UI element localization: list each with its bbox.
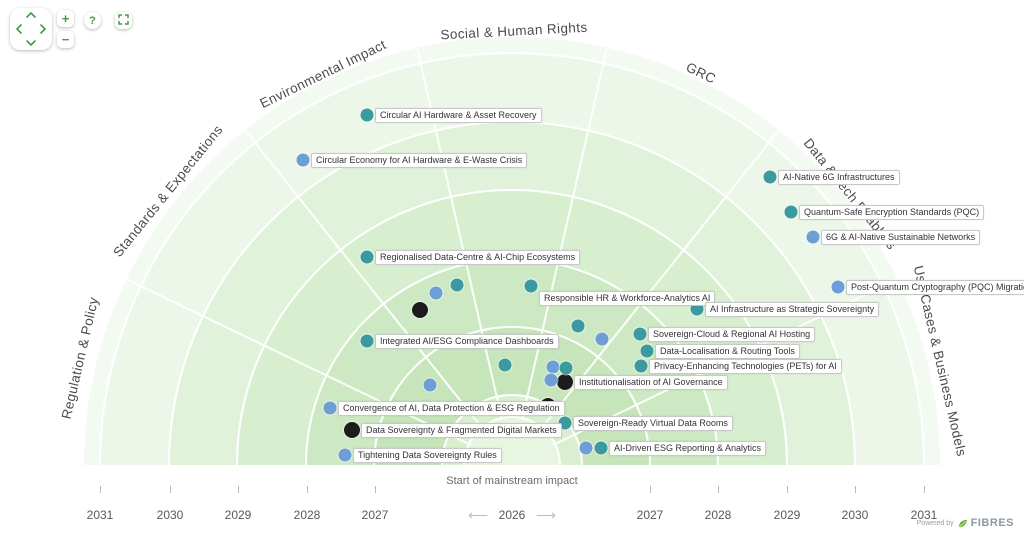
trend-dot[interactable] xyxy=(344,422,360,438)
axis-year: 2030 xyxy=(841,508,869,522)
fibres-leaf-icon xyxy=(957,518,968,529)
pan-left-icon[interactable] xyxy=(15,23,23,35)
trend-dot[interactable] xyxy=(338,448,352,462)
trend-dot[interactable] xyxy=(594,441,608,455)
axis-tick xyxy=(650,486,651,493)
axis-year: 2030 xyxy=(156,508,184,522)
trend-dot[interactable] xyxy=(360,108,374,122)
trend-dot[interactable] xyxy=(595,332,609,346)
trend-label[interactable]: Circular Economy for AI Hardware & E-Was… xyxy=(311,153,528,168)
trend-label[interactable]: Sovereign-Ready Virtual Data Rooms xyxy=(573,416,733,431)
axis-year: 2028 xyxy=(293,508,321,522)
trend-dot[interactable] xyxy=(633,327,647,341)
trend-label[interactable]: Tightening Data Sovereignty Rules xyxy=(353,448,502,463)
pan-control[interactable] xyxy=(10,8,52,50)
trend-label[interactable]: Data-Localisation & Routing Tools xyxy=(655,344,800,359)
trend-dot[interactable] xyxy=(423,378,437,392)
trend-label[interactable]: Integrated AI/ESG Compliance Dashboards xyxy=(375,334,559,349)
trend-dot[interactable] xyxy=(784,205,798,219)
trend-dot[interactable] xyxy=(571,319,585,333)
axis-tick xyxy=(924,486,925,493)
axis-tick xyxy=(238,486,239,493)
axis-title: Start of mainstream impact xyxy=(446,475,578,487)
trend-label[interactable]: Institutionalisation of AI Governance xyxy=(574,375,728,390)
axis-year: 2031 xyxy=(910,508,938,522)
axis-tick xyxy=(718,486,719,493)
trend-dot[interactable] xyxy=(544,373,558,387)
fibres-brand-label: FIBRES xyxy=(970,517,1014,529)
trend-dot[interactable] xyxy=(450,278,464,292)
trend-dot[interactable] xyxy=(360,250,374,264)
trend-dot[interactable] xyxy=(360,334,374,348)
trend-label[interactable]: Data Sovereignty & Fragmented Digital Ma… xyxy=(361,423,562,438)
trend-label[interactable]: Circular AI Hardware & Asset Recovery xyxy=(375,108,542,123)
trend-dot[interactable] xyxy=(763,170,777,184)
trend-label[interactable]: 6G & AI-Native Sustainable Networks xyxy=(821,230,981,245)
trend-dot[interactable] xyxy=(429,286,443,300)
trend-dot[interactable] xyxy=(640,344,654,358)
trend-label[interactable]: AI-Driven ESG Reporting & Analytics xyxy=(609,441,767,456)
axis-year: 2028 xyxy=(704,508,732,522)
axis-year: 2027 xyxy=(361,508,389,522)
powered-by-footer: Powered by FIBRES xyxy=(917,517,1014,529)
trend-dot[interactable] xyxy=(296,153,310,167)
trend-dot[interactable] xyxy=(806,230,820,244)
axis-tick xyxy=(100,486,101,493)
trend-label[interactable]: Post-Quantum Cryptography (PQC) Migratio… xyxy=(846,280,1024,295)
trend-dot[interactable] xyxy=(557,374,573,390)
trend-dot[interactable] xyxy=(579,441,593,455)
trend-label[interactable]: Sovereign-Cloud & Regional AI Hosting xyxy=(648,327,816,342)
trend-label[interactable]: Regionalised Data-Centre & AI-Chip Ecosy… xyxy=(375,250,581,265)
trend-label[interactable]: Quantum-Safe Encryption Standards (PQC) xyxy=(799,205,985,220)
fullscreen-button[interactable] xyxy=(115,12,132,29)
trend-label[interactable]: AI-Native 6G Infrastructures xyxy=(778,170,900,185)
trend-dot[interactable] xyxy=(498,358,512,372)
axis-year: 2029 xyxy=(773,508,801,522)
powered-by-label: Powered by xyxy=(916,519,954,527)
axis-year-current: 2026 xyxy=(498,508,526,522)
trend-dot[interactable] xyxy=(559,361,573,375)
help-button[interactable]: ? xyxy=(84,12,101,29)
trend-dot[interactable] xyxy=(558,416,572,430)
axis-tick xyxy=(855,486,856,493)
trend-label[interactable]: Privacy-Enhancing Technologies (PETs) fo… xyxy=(649,359,842,374)
axis-year: 2031 xyxy=(86,508,114,522)
trend-dot[interactable] xyxy=(546,360,560,374)
zoom-in-button[interactable]: + xyxy=(57,10,74,27)
zoom-out-button[interactable]: − xyxy=(57,31,74,48)
trend-label[interactable]: AI Infrastructure as Strategic Sovereign… xyxy=(705,302,880,317)
pan-right-icon[interactable] xyxy=(39,23,47,35)
scroll-right-arrow-icon[interactable]: ⟶ xyxy=(535,507,557,523)
pan-down-icon[interactable] xyxy=(25,39,37,47)
fullscreen-icon xyxy=(118,13,129,28)
axis-year: 2027 xyxy=(636,508,664,522)
scroll-left-arrow-icon[interactable]: ⟵ xyxy=(467,507,489,523)
axis-tick xyxy=(170,486,171,493)
axis-tick xyxy=(307,486,308,493)
trend-dot[interactable] xyxy=(831,280,845,294)
pan-up-icon[interactable] xyxy=(25,11,37,19)
axis-tick xyxy=(375,486,376,493)
trend-label[interactable]: Convergence of AI, Data Protection & ESG… xyxy=(338,401,565,416)
axis-tick xyxy=(787,486,788,493)
trend-dot[interactable] xyxy=(524,279,538,293)
trend-label[interactable]: Responsible HR & Workforce-Analytics AI xyxy=(539,291,716,306)
trend-dot[interactable] xyxy=(323,401,337,415)
axis-year: 2029 xyxy=(224,508,252,522)
trend-dot[interactable] xyxy=(412,302,428,318)
trend-dot[interactable] xyxy=(634,359,648,373)
